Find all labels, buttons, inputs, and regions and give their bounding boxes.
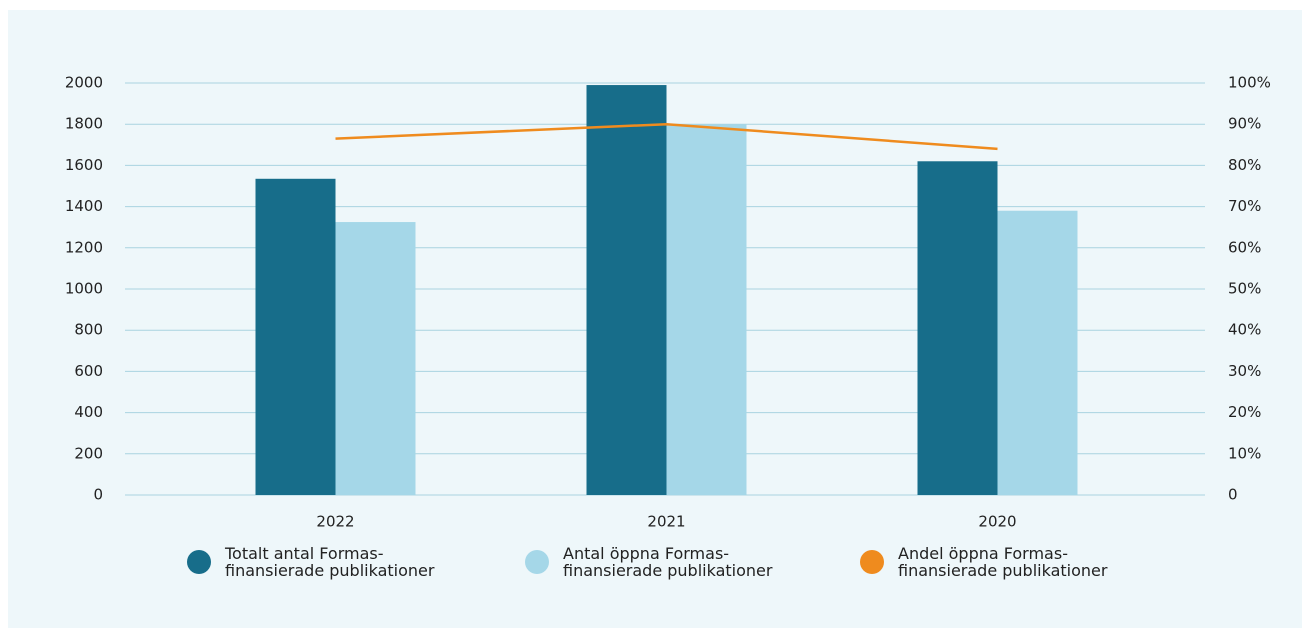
y2-tick-label: 60% — [1228, 238, 1261, 256]
legend-swatch — [860, 550, 884, 574]
x-tick-label: 2020 — [978, 513, 1016, 531]
y-tick-label: 1200 — [65, 238, 103, 256]
bar — [666, 124, 747, 495]
bar — [997, 210, 1078, 495]
bar — [917, 161, 998, 495]
y2-tick-label: 30% — [1228, 362, 1261, 380]
legend-swatch — [187, 550, 211, 574]
y-tick-label: 1000 — [65, 280, 103, 298]
y-tick-label: 1400 — [65, 197, 103, 215]
y-tick-label: 2000 — [65, 74, 103, 92]
legend-swatch — [525, 550, 549, 574]
y2-tick-label: 100% — [1228, 74, 1271, 92]
x-tick-label: 2021 — [647, 513, 685, 531]
y-tick-label: 800 — [74, 321, 103, 339]
bar — [586, 85, 667, 495]
y-tick-label: 1600 — [65, 156, 103, 174]
bar — [255, 178, 336, 496]
legend-item: Andel öppna Formas-finansierade publikat… — [860, 545, 1128, 579]
y2-tick-label: 80% — [1228, 156, 1261, 174]
y-tick-label: 1800 — [65, 115, 103, 133]
x-tick-label: 2022 — [316, 513, 354, 531]
legend-label: Totalt antal Formas-finansierade publika… — [225, 544, 435, 580]
legend-label: Antal öppna Formas-finansierade publikat… — [563, 544, 773, 580]
legend-item: Antal öppna Formas-finansierade publikat… — [525, 545, 793, 579]
line — [335, 122, 998, 151]
y-tick-label: 0 — [93, 486, 103, 504]
y-tick-label: 200 — [74, 444, 103, 462]
y2-tick-label: 70% — [1228, 197, 1261, 215]
y2-tick-label: 90% — [1228, 115, 1261, 133]
y2-tick-label: 20% — [1228, 403, 1261, 421]
y2-tick-label: 10% — [1228, 444, 1261, 462]
y-tick-label: 600 — [74, 362, 103, 380]
y2-tick-label: 40% — [1228, 321, 1261, 339]
bar — [335, 222, 416, 496]
y2-tick-label: 0 — [1228, 486, 1238, 504]
y2-tick-label: 50% — [1228, 280, 1261, 298]
legend-label: Andel öppna Formas-finansierade publikat… — [898, 544, 1108, 580]
y-tick-label: 400 — [74, 403, 103, 421]
legend-item: Totalt antal Formas-finansierade publika… — [187, 545, 455, 579]
